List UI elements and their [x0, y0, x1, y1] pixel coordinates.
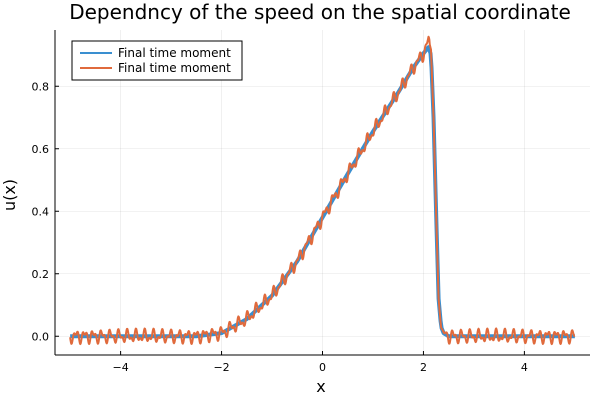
legend-label-series-2: Final time moment — [118, 61, 231, 75]
x-tick-label: 4 — [521, 361, 528, 374]
y-tick-label: 0.2 — [32, 268, 50, 281]
x-axis-label: x — [316, 377, 325, 396]
y-tick-label: 0.4 — [32, 205, 50, 218]
legend-box — [71, 40, 243, 81]
x-tick-label: −4 — [113, 361, 129, 374]
chart-title: Dependncy of the speed on the spatial co… — [69, 0, 571, 24]
y-axis-ticks: 0.0 0.2 0.4 0.6 0.8 — [32, 80, 59, 343]
y-tick-label: 0.0 — [32, 330, 50, 343]
x-tick-label: −2 — [213, 361, 229, 374]
y-tick-label: 0.8 — [32, 80, 50, 93]
x-axis-ticks: −4 −2 0 2 4 — [113, 351, 528, 374]
legend-label-series-1: Final time moment — [118, 46, 231, 60]
y-axis-label: u(x) — [0, 179, 19, 211]
series-line-2 — [69, 35, 576, 346]
x-tick-label: 0 — [319, 361, 326, 374]
y-tick-label: 0.6 — [32, 143, 50, 156]
series-layer — [69, 35, 576, 346]
legend: Final time moment Final time moment — [71, 40, 243, 81]
x-tick-label: 2 — [420, 361, 427, 374]
